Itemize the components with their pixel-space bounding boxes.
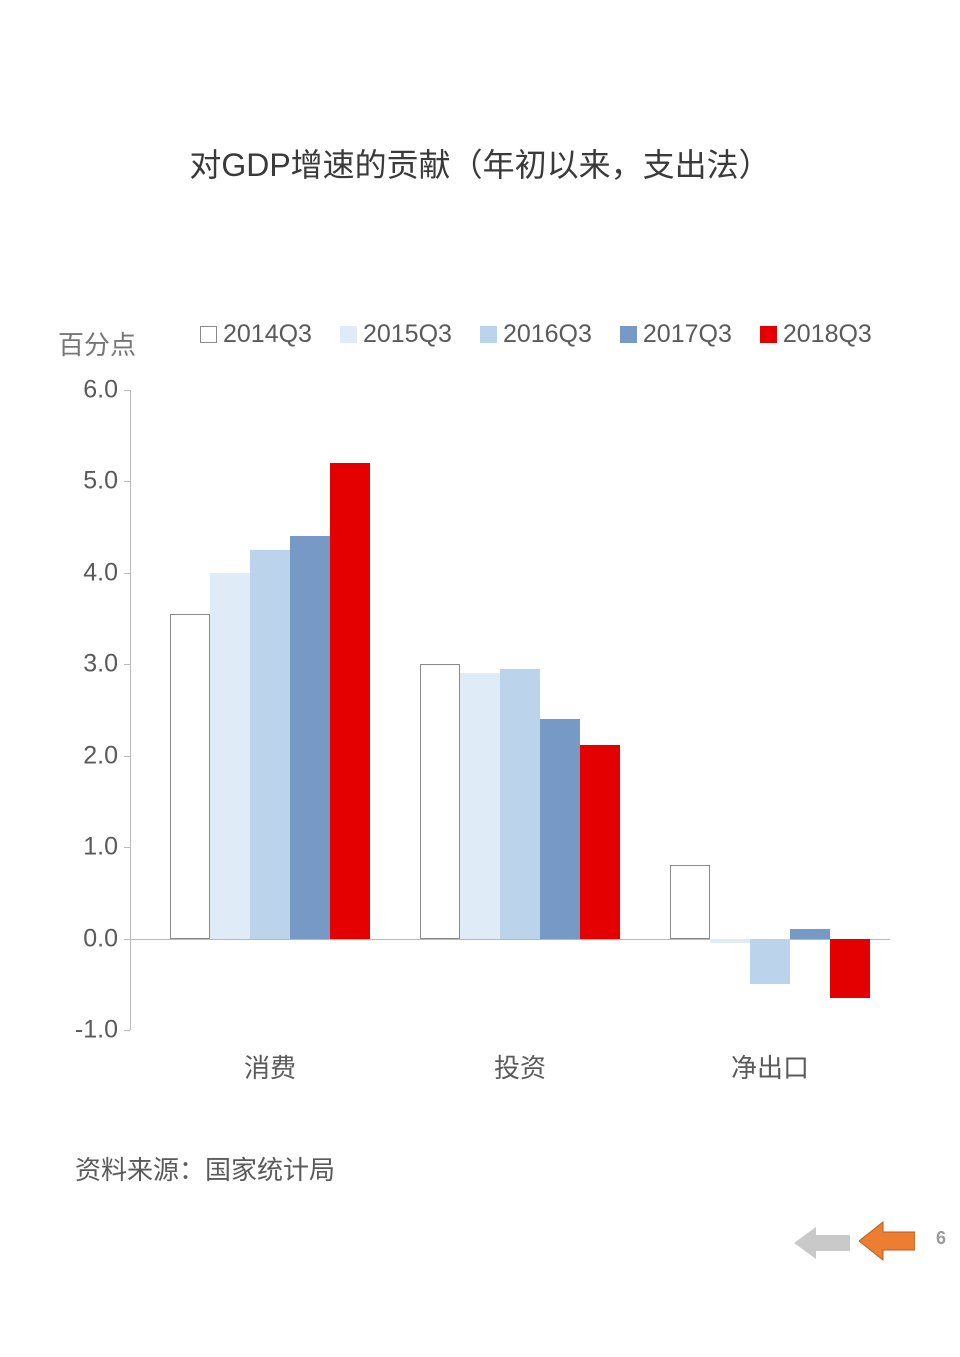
legend-swatch [620, 326, 637, 343]
page-number: 6 [936, 1228, 946, 1249]
bar [170, 614, 210, 939]
legend-label: 2017Q3 [643, 320, 732, 349]
legend: 2014Q3 2015Q3 2016Q3 2017Q3 2018Q3 [200, 320, 900, 349]
source-label: 资料来源：国家统计局 [75, 1150, 335, 1187]
y-tick-label: 4.0 [58, 558, 118, 587]
bar [460, 673, 500, 938]
legend-label: 2018Q3 [783, 320, 872, 349]
bar [580, 745, 620, 939]
legend-item: 2017Q3 [620, 320, 732, 349]
legend-label: 2015Q3 [363, 320, 452, 349]
y-tick-label: 3.0 [58, 650, 118, 679]
bar [710, 939, 750, 944]
x-category-label: 消费 [244, 1048, 296, 1085]
legend-swatch [480, 326, 497, 343]
x-category-label: 净出口 [731, 1048, 809, 1085]
y-tick-label: 2.0 [58, 741, 118, 770]
y-tick-label: 0.0 [58, 924, 118, 953]
bar [210, 573, 250, 939]
legend-label: 2014Q3 [223, 320, 312, 349]
y-tick-mark [124, 390, 130, 391]
chart-plot-area: -1.00.01.02.03.04.05.06.0消费投资净出口 [130, 390, 890, 1030]
bar [500, 669, 540, 939]
y-tick-label: 6.0 [58, 376, 118, 405]
legend-item: 2016Q3 [480, 320, 592, 349]
y-tick-mark [124, 847, 130, 848]
bar [670, 865, 710, 938]
legend-swatch [340, 326, 357, 343]
legend-item: 2015Q3 [340, 320, 452, 349]
x-category-label: 投资 [494, 1048, 546, 1085]
bar [830, 939, 870, 998]
y-tick-label: 5.0 [58, 467, 118, 496]
legend-swatch [200, 326, 217, 343]
bar [540, 719, 580, 938]
y-tick-mark [124, 573, 130, 574]
y-tick-mark [124, 756, 130, 757]
bar [250, 550, 290, 939]
y-axis-unit-label: 百分点 [58, 325, 136, 362]
y-axis [130, 390, 131, 1030]
y-tick-mark [124, 481, 130, 482]
legend-item: 2018Q3 [760, 320, 872, 349]
legend-label: 2016Q3 [503, 320, 592, 349]
next-arrow-icon[interactable] [859, 1220, 915, 1262]
legend-item: 2014Q3 [200, 320, 312, 349]
legend-swatch [760, 326, 777, 343]
y-tick-mark [124, 664, 130, 665]
bar [330, 463, 370, 938]
y-tick-label: -1.0 [58, 1016, 118, 1045]
chart-title: 对GDP增速的贡献（年初以来，支出法） [0, 140, 960, 186]
y-tick-label: 1.0 [58, 833, 118, 862]
prev-arrow-icon[interactable] [794, 1224, 850, 1262]
bar [420, 664, 460, 938]
bar [290, 536, 330, 938]
y-tick-mark [124, 939, 130, 940]
y-tick-mark [124, 1030, 130, 1031]
slide: 对GDP增速的贡献（年初以来，支出法） 百分点 2014Q3 2015Q3 2016… [0, 0, 960, 1357]
bar [790, 929, 830, 938]
bar [750, 939, 790, 985]
